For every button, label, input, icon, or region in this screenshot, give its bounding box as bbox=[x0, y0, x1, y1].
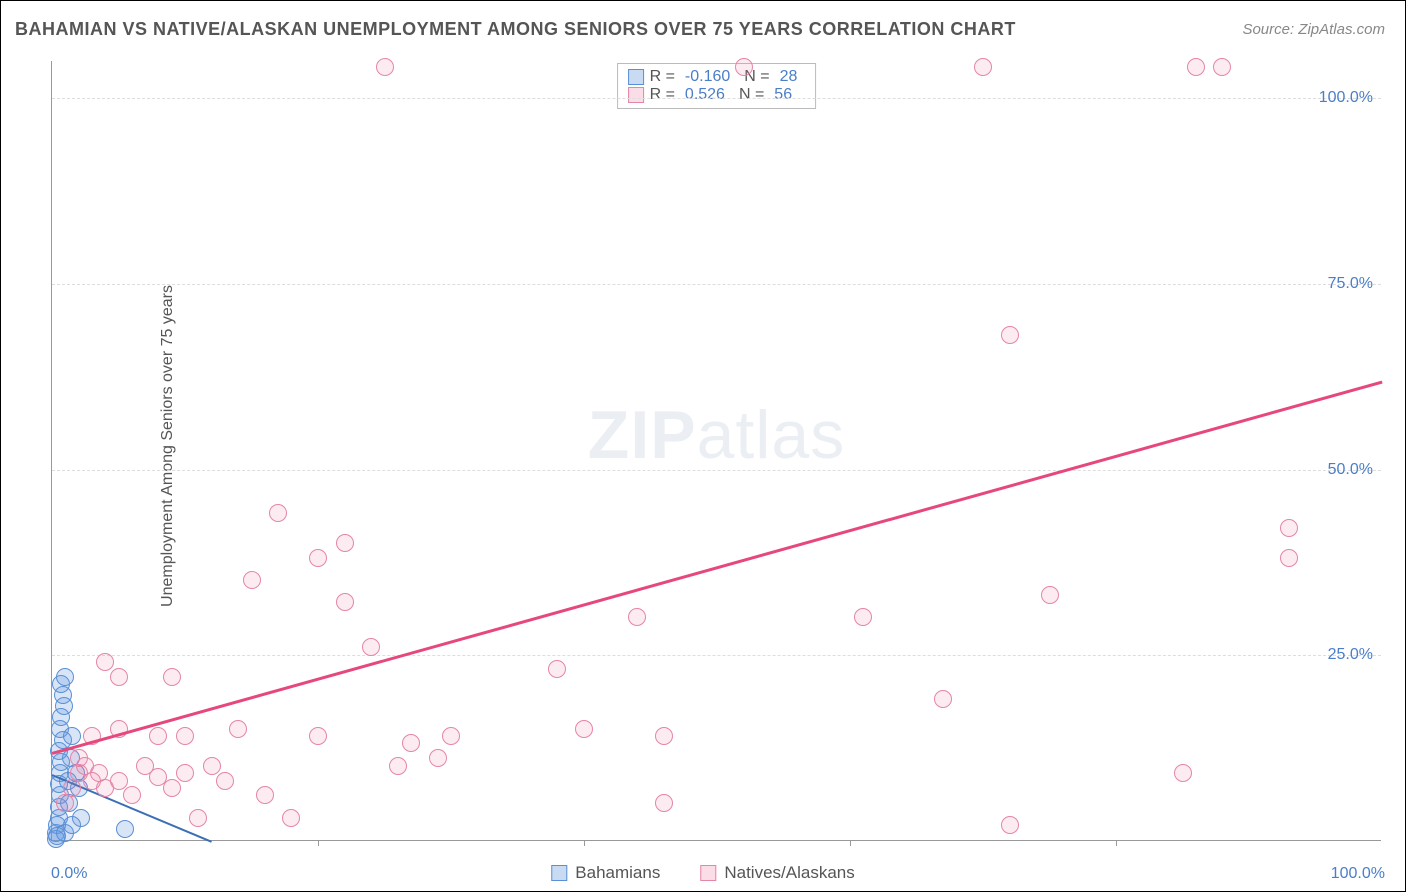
x-tick-mark bbox=[584, 840, 585, 846]
chart-title: BAHAMIAN VS NATIVE/ALASKAN UNEMPLOYMENT … bbox=[15, 19, 1016, 40]
data-point-pink bbox=[256, 786, 274, 804]
gridline-h bbox=[52, 470, 1381, 471]
data-point-pink bbox=[1174, 764, 1192, 782]
stat-legend-row: R =-0.160N =28 bbox=[628, 68, 806, 86]
data-point-pink bbox=[1001, 816, 1019, 834]
legend-R-value: -0.160 bbox=[685, 68, 730, 86]
data-point-pink bbox=[176, 764, 194, 782]
data-point-pink bbox=[110, 772, 128, 790]
gridline-h bbox=[52, 284, 1381, 285]
data-point-pink bbox=[548, 660, 566, 678]
data-point-pink bbox=[1187, 58, 1205, 76]
data-point-pink bbox=[176, 727, 194, 745]
y-tick-label: 25.0% bbox=[1328, 646, 1373, 664]
data-point-pink bbox=[282, 809, 300, 827]
legend-swatch-blue bbox=[551, 865, 567, 881]
data-point-pink bbox=[96, 653, 114, 671]
gridline-h bbox=[52, 655, 1381, 656]
series-legend: Bahamians Natives/Alaskans bbox=[551, 863, 854, 883]
legend-R-label: R = bbox=[650, 86, 675, 104]
data-point-pink bbox=[269, 504, 287, 522]
x-tick-mark bbox=[1116, 840, 1117, 846]
legend-swatch-blue bbox=[628, 69, 644, 85]
data-point-pink bbox=[243, 571, 261, 589]
data-point-pink bbox=[974, 58, 992, 76]
data-point-pink bbox=[854, 608, 872, 626]
legend-item-blue: Bahamians bbox=[551, 863, 660, 883]
legend-N-value: 28 bbox=[780, 68, 798, 86]
data-point-pink bbox=[575, 720, 593, 738]
y-tick-label: 75.0% bbox=[1328, 275, 1373, 293]
legend-item-pink: Natives/Alaskans bbox=[700, 863, 854, 883]
data-point-pink bbox=[1213, 58, 1231, 76]
data-point-pink bbox=[229, 720, 247, 738]
legend-item-label: Natives/Alaskans bbox=[724, 863, 854, 883]
y-tick-label: 50.0% bbox=[1328, 461, 1373, 479]
data-point-blue bbox=[116, 820, 134, 838]
stat-legend-row: R = 0.526 N = 56 bbox=[628, 86, 806, 104]
x-tick-mark bbox=[318, 840, 319, 846]
data-point-pink bbox=[429, 749, 447, 767]
data-point-pink bbox=[203, 757, 221, 775]
legend-swatch-pink bbox=[628, 87, 644, 103]
source-attribution: Source: ZipAtlas.com bbox=[1242, 21, 1385, 38]
data-point-pink bbox=[402, 734, 420, 752]
data-point-pink bbox=[628, 608, 646, 626]
data-point-pink bbox=[336, 534, 354, 552]
legend-swatch-pink bbox=[700, 865, 716, 881]
data-point-pink bbox=[1001, 326, 1019, 344]
data-point-pink bbox=[442, 727, 460, 745]
gridline-h bbox=[52, 98, 1381, 99]
data-point-pink bbox=[336, 593, 354, 611]
data-point-pink bbox=[309, 727, 327, 745]
data-point-pink bbox=[163, 779, 181, 797]
data-point-pink bbox=[216, 772, 234, 790]
data-point-pink bbox=[309, 549, 327, 567]
data-point-blue bbox=[63, 727, 81, 745]
data-point-pink bbox=[389, 757, 407, 775]
data-point-pink bbox=[110, 668, 128, 686]
data-point-pink bbox=[376, 58, 394, 76]
legend-N-value: 56 bbox=[774, 86, 792, 104]
x-tick-mark bbox=[850, 840, 851, 846]
data-point-pink bbox=[163, 668, 181, 686]
trend-line-pink bbox=[52, 380, 1383, 754]
legend-R-value: 0.526 bbox=[685, 86, 725, 104]
x-tick-label-max: 100.0% bbox=[1331, 865, 1385, 883]
data-point-pink bbox=[655, 727, 673, 745]
data-point-pink bbox=[189, 809, 207, 827]
data-point-pink bbox=[735, 58, 753, 76]
legend-N-label: N = bbox=[739, 86, 764, 104]
data-point-pink bbox=[1041, 586, 1059, 604]
legend-item-label: Bahamians bbox=[575, 863, 660, 883]
data-point-pink bbox=[1280, 549, 1298, 567]
data-point-pink bbox=[1280, 519, 1298, 537]
stat-legend: R = -0.160 N = 28R = 0.526 N = 56 bbox=[617, 63, 817, 109]
plot-area: ZIPatlas R = -0.160 N = 28R = 0.526 N = 56 25.… bbox=[51, 61, 1381, 841]
data-point-pink bbox=[149, 727, 167, 745]
data-point-pink bbox=[123, 786, 141, 804]
watermark: ZIPatlas bbox=[588, 396, 845, 474]
legend-R-label: R = bbox=[650, 68, 675, 86]
data-point-pink bbox=[655, 794, 673, 812]
data-point-pink bbox=[362, 638, 380, 656]
y-tick-label: 100.0% bbox=[1319, 89, 1373, 107]
data-point-pink bbox=[934, 690, 952, 708]
data-point-blue bbox=[56, 668, 74, 686]
x-tick-label-min: 0.0% bbox=[51, 865, 87, 883]
data-point-blue bbox=[63, 816, 81, 834]
